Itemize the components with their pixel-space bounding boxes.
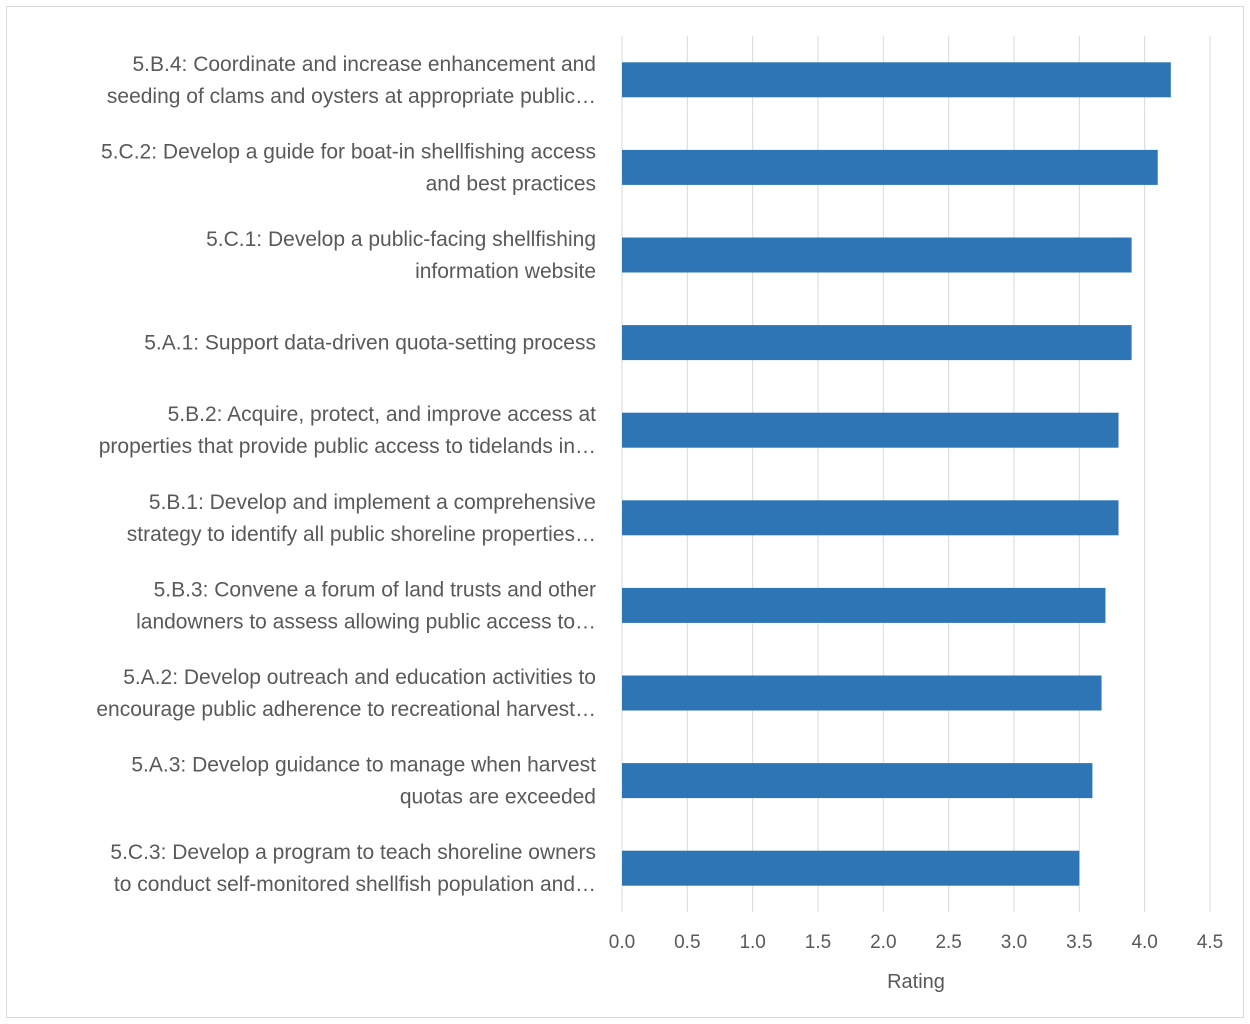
category-label: 5.C.1: Develop a public-facing shellfish… [206, 228, 596, 283]
x-tick-label: 0.0 [609, 932, 635, 953]
category-label: 5.A.1: Support data-driven quota-setting… [144, 332, 596, 355]
category-label: 5.B.3: Convene a forum of land trusts an… [136, 578, 596, 633]
x-tick-labels: 0.0 0.5 1.0 1.5 2.0 2.5 3.0 3.5 4.0 4.5 [609, 932, 1223, 953]
category-label: 5.B.4: Coordinate and increase enhanceme… [107, 53, 596, 108]
bar [622, 325, 1132, 361]
x-tick-label: 4.5 [1197, 932, 1223, 953]
bar [622, 149, 1158, 185]
bar [622, 62, 1171, 98]
bar [622, 850, 1080, 886]
category-labels: 5.B.4: Coordinate and increase enhanceme… [96, 53, 596, 896]
x-tick-label: 0.5 [674, 932, 700, 953]
bar [622, 412, 1119, 448]
bars [622, 62, 1171, 886]
category-label: 5.A.3: Develop guidance to manage when h… [131, 754, 596, 809]
category-label: 5.C.3: Develop a program to teach shorel… [110, 841, 596, 896]
category-label: 5.C.2: Develop a guide for boat-in shell… [101, 140, 596, 195]
x-tick-label: 2.0 [870, 932, 896, 953]
x-tick-label: 4.0 [1131, 932, 1157, 953]
category-label: 5.B.1: Develop and implement a comprehen… [127, 491, 596, 546]
x-tick-label: 1.5 [805, 932, 831, 953]
bar [622, 587, 1106, 623]
bar [622, 237, 1132, 273]
bar [622, 763, 1093, 799]
x-axis-title: Rating [887, 971, 945, 993]
x-tick-label: 2.5 [935, 932, 961, 953]
x-tick-label: 3.0 [1001, 932, 1027, 953]
x-tick-label: 3.5 [1066, 932, 1092, 953]
bar [622, 675, 1102, 711]
x-tick-label: 1.0 [739, 932, 765, 953]
bar [622, 500, 1119, 536]
category-label: 5.B.2: Acquire, protect, and improve acc… [99, 403, 596, 458]
category-label: 5.A.2: Develop outreach and education ac… [96, 666, 596, 721]
